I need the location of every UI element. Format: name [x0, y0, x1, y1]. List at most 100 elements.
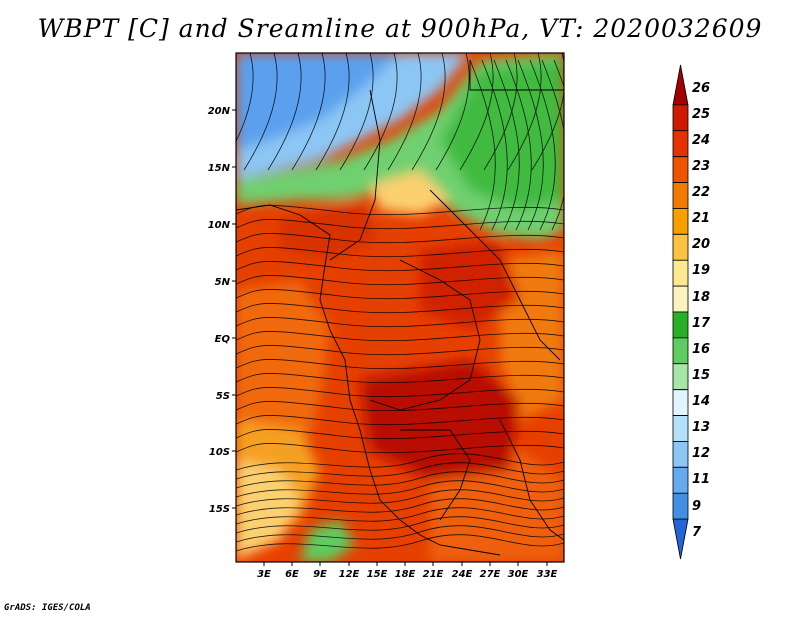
streamline — [236, 534, 564, 552]
streamline — [236, 331, 564, 342]
streamline — [315, 53, 350, 171]
streamline — [236, 289, 564, 300]
colorbar-swatch — [672, 130, 689, 158]
latitude-ticks — [232, 109, 236, 509]
colorbar-swatch — [672, 311, 689, 339]
streamline — [531, 53, 564, 171]
colorbar-swatch — [672, 337, 689, 365]
streamline — [483, 53, 518, 171]
streamline — [236, 507, 564, 525]
colorbar-swatch — [672, 285, 689, 313]
colorbar-label: 7 — [692, 525, 702, 540]
streamline — [529, 59, 556, 231]
lat-label-10n: 10N — [208, 220, 231, 231]
streamline — [236, 345, 564, 356]
streamline — [236, 443, 564, 454]
streamline — [243, 53, 278, 171]
streamline — [505, 59, 532, 231]
streamline — [236, 516, 564, 534]
colorbar-swatch — [672, 208, 689, 235]
streamline — [507, 53, 542, 171]
lat-label-eq: EQ — [215, 334, 231, 345]
streamline — [236, 480, 564, 498]
colorbar-swatch — [672, 104, 689, 132]
colorbar-label: 13 — [692, 420, 710, 435]
lat-label-5n: 5N — [215, 277, 231, 288]
streamline — [236, 387, 564, 398]
streamline — [236, 247, 564, 258]
streamline — [459, 53, 494, 171]
streamlines — [236, 53, 564, 552]
colorbar-swatch — [672, 415, 689, 442]
streamline — [236, 429, 564, 440]
streamline — [481, 59, 508, 231]
lon-label-6e: 6E — [285, 569, 299, 580]
colorbar-label: 12 — [692, 446, 710, 461]
streamline — [493, 59, 520, 231]
streamline — [291, 53, 326, 171]
colorbar-swatch — [672, 182, 689, 209]
streamline — [541, 59, 564, 231]
streamline — [553, 59, 564, 230]
streamline — [435, 53, 470, 171]
lon-label-15e: 15E — [367, 569, 388, 580]
lon-label-27e: 27E — [480, 569, 501, 580]
lon-label-9e: 9E — [313, 569, 327, 580]
streamline — [469, 59, 496, 231]
streamline — [236, 498, 564, 516]
colorbar-swatch — [672, 156, 689, 183]
lon-label-18e: 18E — [395, 569, 416, 580]
streamline — [236, 373, 564, 384]
colorbar-label: 23 — [692, 159, 710, 174]
grads-credit: GrADS: IGES/COLA — [4, 603, 91, 613]
colorbar-label: 16 — [692, 342, 710, 357]
lon-label-24e: 24E — [452, 569, 473, 580]
lon-label-21e: 21E — [423, 569, 444, 580]
streamline — [236, 525, 564, 543]
colorbar-label: 19 — [692, 263, 710, 278]
latitude-labels: 20N 15N 10N 5N EQ 5S 10S 15S — [208, 106, 231, 515]
colorbar-swatch — [672, 518, 689, 560]
colorbar-label: 21 — [692, 211, 710, 226]
lat-label-20n: 20N — [208, 106, 231, 117]
colorbar-labels: 26 25 24 23 22 21 20 19 18 17 16 15 14 1… — [692, 81, 711, 540]
colorbar-label: 11 — [692, 472, 710, 487]
streamline — [236, 462, 564, 480]
longitude-ticks — [263, 562, 548, 566]
colorbar-swatch — [672, 441, 689, 468]
wbpt-map — [236, 53, 564, 562]
lon-label-33e: 33E — [537, 569, 558, 580]
map-title: WBPT [C] and Sreamline at 900hPa, VT: 20… — [37, 14, 763, 43]
colorbar-swatch — [672, 389, 689, 416]
colorbar-label: 15 — [692, 368, 710, 383]
colorbar-label: 25 — [692, 107, 710, 122]
colorbar-swatch — [672, 466, 689, 494]
lon-label-30e: 30E — [508, 569, 529, 580]
colorbar-swatch — [672, 259, 689, 287]
colorbar — [672, 64, 689, 560]
colorbar-label: 18 — [692, 290, 710, 305]
lat-label-10s: 10S — [209, 447, 230, 458]
streamline — [267, 53, 302, 171]
lat-label-5s: 5S — [216, 391, 230, 402]
colorbar-swatch — [672, 363, 689, 391]
streamline — [363, 53, 398, 171]
colorbar-label: 9 — [692, 499, 701, 514]
colorbar-label: 24 — [692, 133, 710, 148]
streamline — [411, 53, 446, 171]
streamline — [236, 303, 564, 314]
streamline — [236, 415, 564, 426]
longitude-labels: 3E 6E 9E 12E 15E 18E 21E 24E 27E 30E 33E — [257, 569, 557, 580]
lon-label-3e: 3E — [257, 569, 271, 580]
lon-label-12e: 12E — [339, 569, 360, 580]
colorbar-swatch — [672, 233, 689, 261]
streamline — [236, 53, 254, 143]
country-borders — [236, 60, 564, 556]
streamline — [517, 59, 544, 231]
colorbar-label: 14 — [692, 394, 710, 409]
streamline — [236, 317, 564, 328]
lat-label-15n: 15N — [208, 163, 231, 174]
streamline — [236, 275, 564, 286]
streamline — [339, 53, 374, 171]
